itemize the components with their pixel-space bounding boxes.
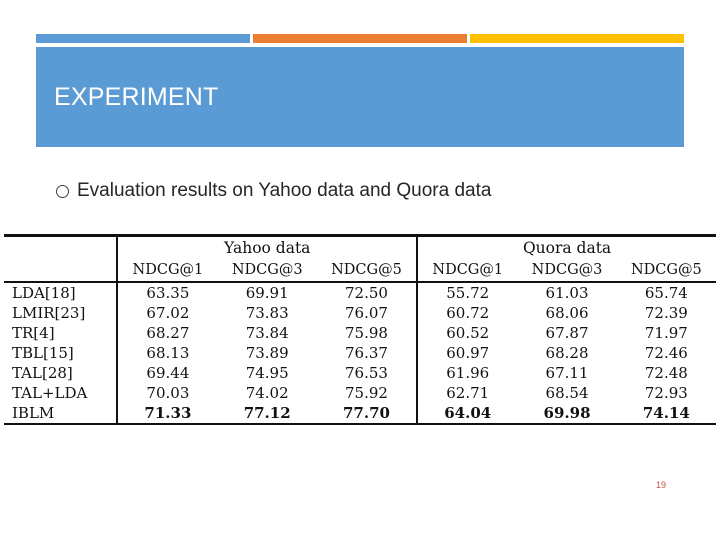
table-cell: 69.98 — [517, 403, 617, 425]
table-cell: 69.44 — [116, 363, 218, 383]
column-header: NDCG@3 — [217, 259, 317, 283]
table-cell: 68.54 — [545, 384, 589, 402]
table-cell: 76.37 — [344, 344, 388, 362]
column-header: NDCG@3 — [517, 259, 617, 283]
corner-cell — [4, 234, 118, 259]
table-row: TR[4] 68.27 73.84 75.98 60.52 67.87 71.9… — [4, 323, 716, 343]
accent-stripe-orange — [253, 34, 467, 43]
table-cell: 64.04 — [416, 403, 518, 425]
group-header-quora: Quora data — [416, 234, 716, 259]
table-cell: 55.72 — [416, 282, 518, 303]
method-name: IBLM — [4, 403, 118, 425]
table-cell: 67.87 — [545, 324, 589, 342]
table-row: LMIR[23] 67.02 73.83 76.07 60.72 68.06 7… — [4, 303, 716, 323]
table-cell: 75.92 — [344, 384, 388, 402]
table-cell: 60.97 — [416, 343, 518, 363]
method-name: TAL+LDA — [12, 384, 88, 402]
table-cell: 71.33 — [116, 403, 218, 425]
accent-stripe-blue — [36, 34, 250, 43]
table-cell: 71.97 — [644, 324, 688, 342]
method-name: LMIR[23] — [12, 304, 86, 322]
column-header: NDCG@5 — [316, 259, 418, 283]
results-table: Yahoo data Quora data NDCG@1 NDCG@3 NDCG… — [4, 234, 716, 425]
table-cell: 68.13 — [116, 343, 218, 363]
corner-cell-lower — [4, 259, 118, 283]
table-cell: 74.02 — [245, 384, 289, 402]
column-header: NDCG@5 — [616, 259, 716, 283]
table-cell: 70.03 — [116, 383, 218, 403]
table-cell: 72.93 — [644, 384, 688, 402]
table-cell: 60.72 — [416, 303, 518, 323]
table-cell: 77.12 — [217, 403, 317, 425]
table-cell: 67.02 — [116, 303, 218, 323]
slide-title: EXPERIMENT — [54, 83, 219, 111]
table-cell: 68.27 — [116, 323, 218, 343]
table-cell: 73.84 — [245, 324, 289, 342]
table-cell: 62.71 — [416, 383, 518, 403]
results-table-container: Yahoo data Quora data NDCG@1 NDCG@3 NDCG… — [4, 234, 716, 425]
title-banner: EXPERIMENT — [36, 47, 684, 147]
method-name: TR[4] — [12, 324, 55, 342]
table-cell: 75.98 — [344, 324, 388, 342]
table-cell: 61.03 — [545, 284, 589, 302]
group-header-yahoo: Yahoo data — [116, 234, 418, 259]
table-cell: 72.50 — [344, 284, 388, 302]
table-cell: 73.89 — [245, 344, 289, 362]
hollow-circle-bullet-icon — [56, 184, 69, 198]
table-cell: 63.35 — [116, 282, 218, 303]
table-cell: 77.70 — [316, 403, 418, 425]
column-header: NDCG@1 — [416, 259, 518, 283]
table-row-best: IBLM 71.33 77.12 77.70 64.04 69.98 74.14 — [4, 403, 716, 425]
table-cell: 76.07 — [344, 304, 388, 322]
page-number: 19 — [656, 480, 667, 490]
table-cell: 65.74 — [644, 284, 688, 302]
table-row: TAL[28] 69.44 74.95 76.53 61.96 67.11 72… — [4, 363, 716, 383]
table-row: TBL[15] 68.13 73.89 76.37 60.97 68.28 72… — [4, 343, 716, 363]
table-cell: 67.11 — [545, 364, 589, 382]
bullet-text: Evaluation results on Yahoo data and Quo… — [77, 180, 492, 201]
table-cell: 72.46 — [644, 344, 688, 362]
table-cell: 74.95 — [245, 364, 289, 382]
bullet-point: Evaluation results on Yahoo data and Quo… — [56, 180, 491, 202]
table-cell: 76.53 — [344, 364, 388, 382]
method-name: TAL[28] — [12, 364, 73, 382]
method-name: TBL[15] — [12, 344, 74, 362]
table-cell: 73.83 — [245, 304, 289, 322]
table-row: TAL+LDA 70.03 74.02 75.92 62.71 68.54 72… — [4, 383, 716, 403]
table-cell: 74.14 — [616, 403, 716, 425]
table-cell: 72.39 — [644, 304, 688, 322]
method-name: LDA[18] — [12, 284, 76, 302]
table-row: LDA[18] 63.35 69.91 72.50 55.72 61.03 65… — [4, 282, 716, 303]
accent-stripe-gold — [470, 34, 684, 43]
table-cell: 68.06 — [545, 304, 589, 322]
table-cell: 60.52 — [416, 323, 518, 343]
table-cell: 61.96 — [416, 363, 518, 383]
table-cell: 69.91 — [245, 284, 289, 302]
table-cell: 68.28 — [545, 344, 589, 362]
column-header: NDCG@1 — [116, 259, 218, 283]
table-cell: 72.48 — [644, 364, 688, 382]
